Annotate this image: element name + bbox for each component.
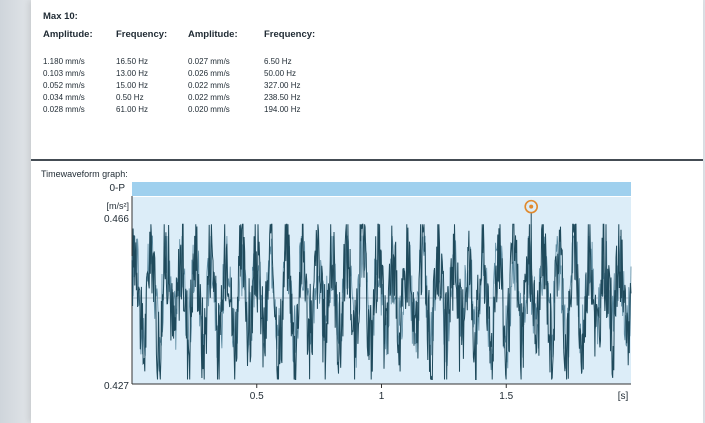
x-tick-label: 0.5 bbox=[250, 391, 264, 402]
amplitude-header-1: Amplitude: bbox=[43, 29, 93, 40]
frequency-cell: 61.00 Hz bbox=[116, 105, 149, 114]
table-row: 0.052 mm/s 15.00 Hz 0.022 mm/s 327.00 Hz bbox=[43, 81, 343, 93]
frequency-cell: 0.50 Hz bbox=[116, 93, 144, 102]
amplitude-cell: 0.052 mm/s bbox=[43, 81, 85, 90]
frequency-cell: 194.00 Hz bbox=[264, 105, 301, 114]
unit-label: [m/s²] bbox=[107, 201, 130, 211]
report-page: Max 10: Amplitude: Frequency: Amplitude:… bbox=[31, 0, 703, 423]
amplitude-cell: 0.028 mm/s bbox=[43, 105, 85, 114]
amplitude-cell: 0.022 mm/s bbox=[188, 81, 230, 90]
peak-marker-icon[interactable] bbox=[524, 199, 539, 214]
x-ticks: 0.5 1 1.5 bbox=[250, 384, 514, 402]
frequency-cell: 50.00 Hz bbox=[264, 69, 297, 78]
amplitude-cell: 0.020 mm/s bbox=[188, 105, 230, 114]
table-row: 0.034 mm/s 0.50 Hz 0.022 mm/s 238.50 Hz bbox=[43, 93, 343, 105]
frequency-cell: 16.50 Hz bbox=[116, 57, 149, 66]
amplitude-header-2: Amplitude: bbox=[188, 29, 238, 40]
max-title: Max 10: bbox=[43, 11, 78, 22]
frequency-cell: 6.50 Hz bbox=[264, 57, 292, 66]
amplitude-cell: 0.027 mm/s bbox=[188, 57, 230, 66]
frequency-header-2: Frequency: bbox=[264, 29, 316, 40]
amplitude-cell: 1.180 mm/s bbox=[43, 57, 85, 66]
table-row: 1.180 mm/s 16.50 Hz 0.027 mm/s 6.50 Hz bbox=[43, 57, 343, 69]
frequency-cell: 327.00 Hz bbox=[264, 81, 301, 90]
waveform-trace bbox=[131, 223, 632, 380]
x-unit-label: [s] bbox=[618, 391, 629, 402]
y-top-label: 0.466 bbox=[104, 214, 129, 225]
y-bottom-label: 0.427 bbox=[104, 381, 129, 392]
timewaveform-chart: 0.5 1 1.5 0-P [m/s²] 0.466 0.427 [s] bbox=[104, 182, 632, 402]
x-tick-label: 1 bbox=[379, 391, 385, 402]
frequency-cell: 13.00 Hz bbox=[116, 69, 149, 78]
frequency-header-1: Frequency: bbox=[116, 29, 168, 40]
frequency-cell: 238.50 Hz bbox=[264, 93, 301, 102]
graph-header-bar bbox=[132, 182, 631, 196]
amplitude-cell: 0.026 mm/s bbox=[188, 69, 230, 78]
x-tick-label: 1.5 bbox=[499, 391, 513, 402]
header-label-0p: 0-P bbox=[109, 183, 125, 194]
section-divider bbox=[31, 159, 703, 161]
peak-marker-dot bbox=[529, 204, 534, 209]
frequency-cell: 15.00 Hz bbox=[116, 81, 149, 90]
graph-title: Timewaveform graph: bbox=[41, 169, 128, 179]
amplitude-cell: 0.034 mm/s bbox=[43, 93, 85, 102]
amplitude-cell: 0.022 mm/s bbox=[188, 93, 230, 102]
table-row: 0.103 mm/s 13.00 Hz 0.026 mm/s 50.00 Hz bbox=[43, 69, 343, 81]
table-row: 0.028 mm/s 61.00 Hz 0.020 mm/s 194.00 Hz bbox=[43, 105, 343, 117]
max-values-table: 1.180 mm/s 16.50 Hz 0.027 mm/s 6.50 Hz 0… bbox=[43, 57, 343, 117]
waveform-series bbox=[131, 223, 632, 380]
amplitude-cell: 0.103 mm/s bbox=[43, 69, 85, 78]
